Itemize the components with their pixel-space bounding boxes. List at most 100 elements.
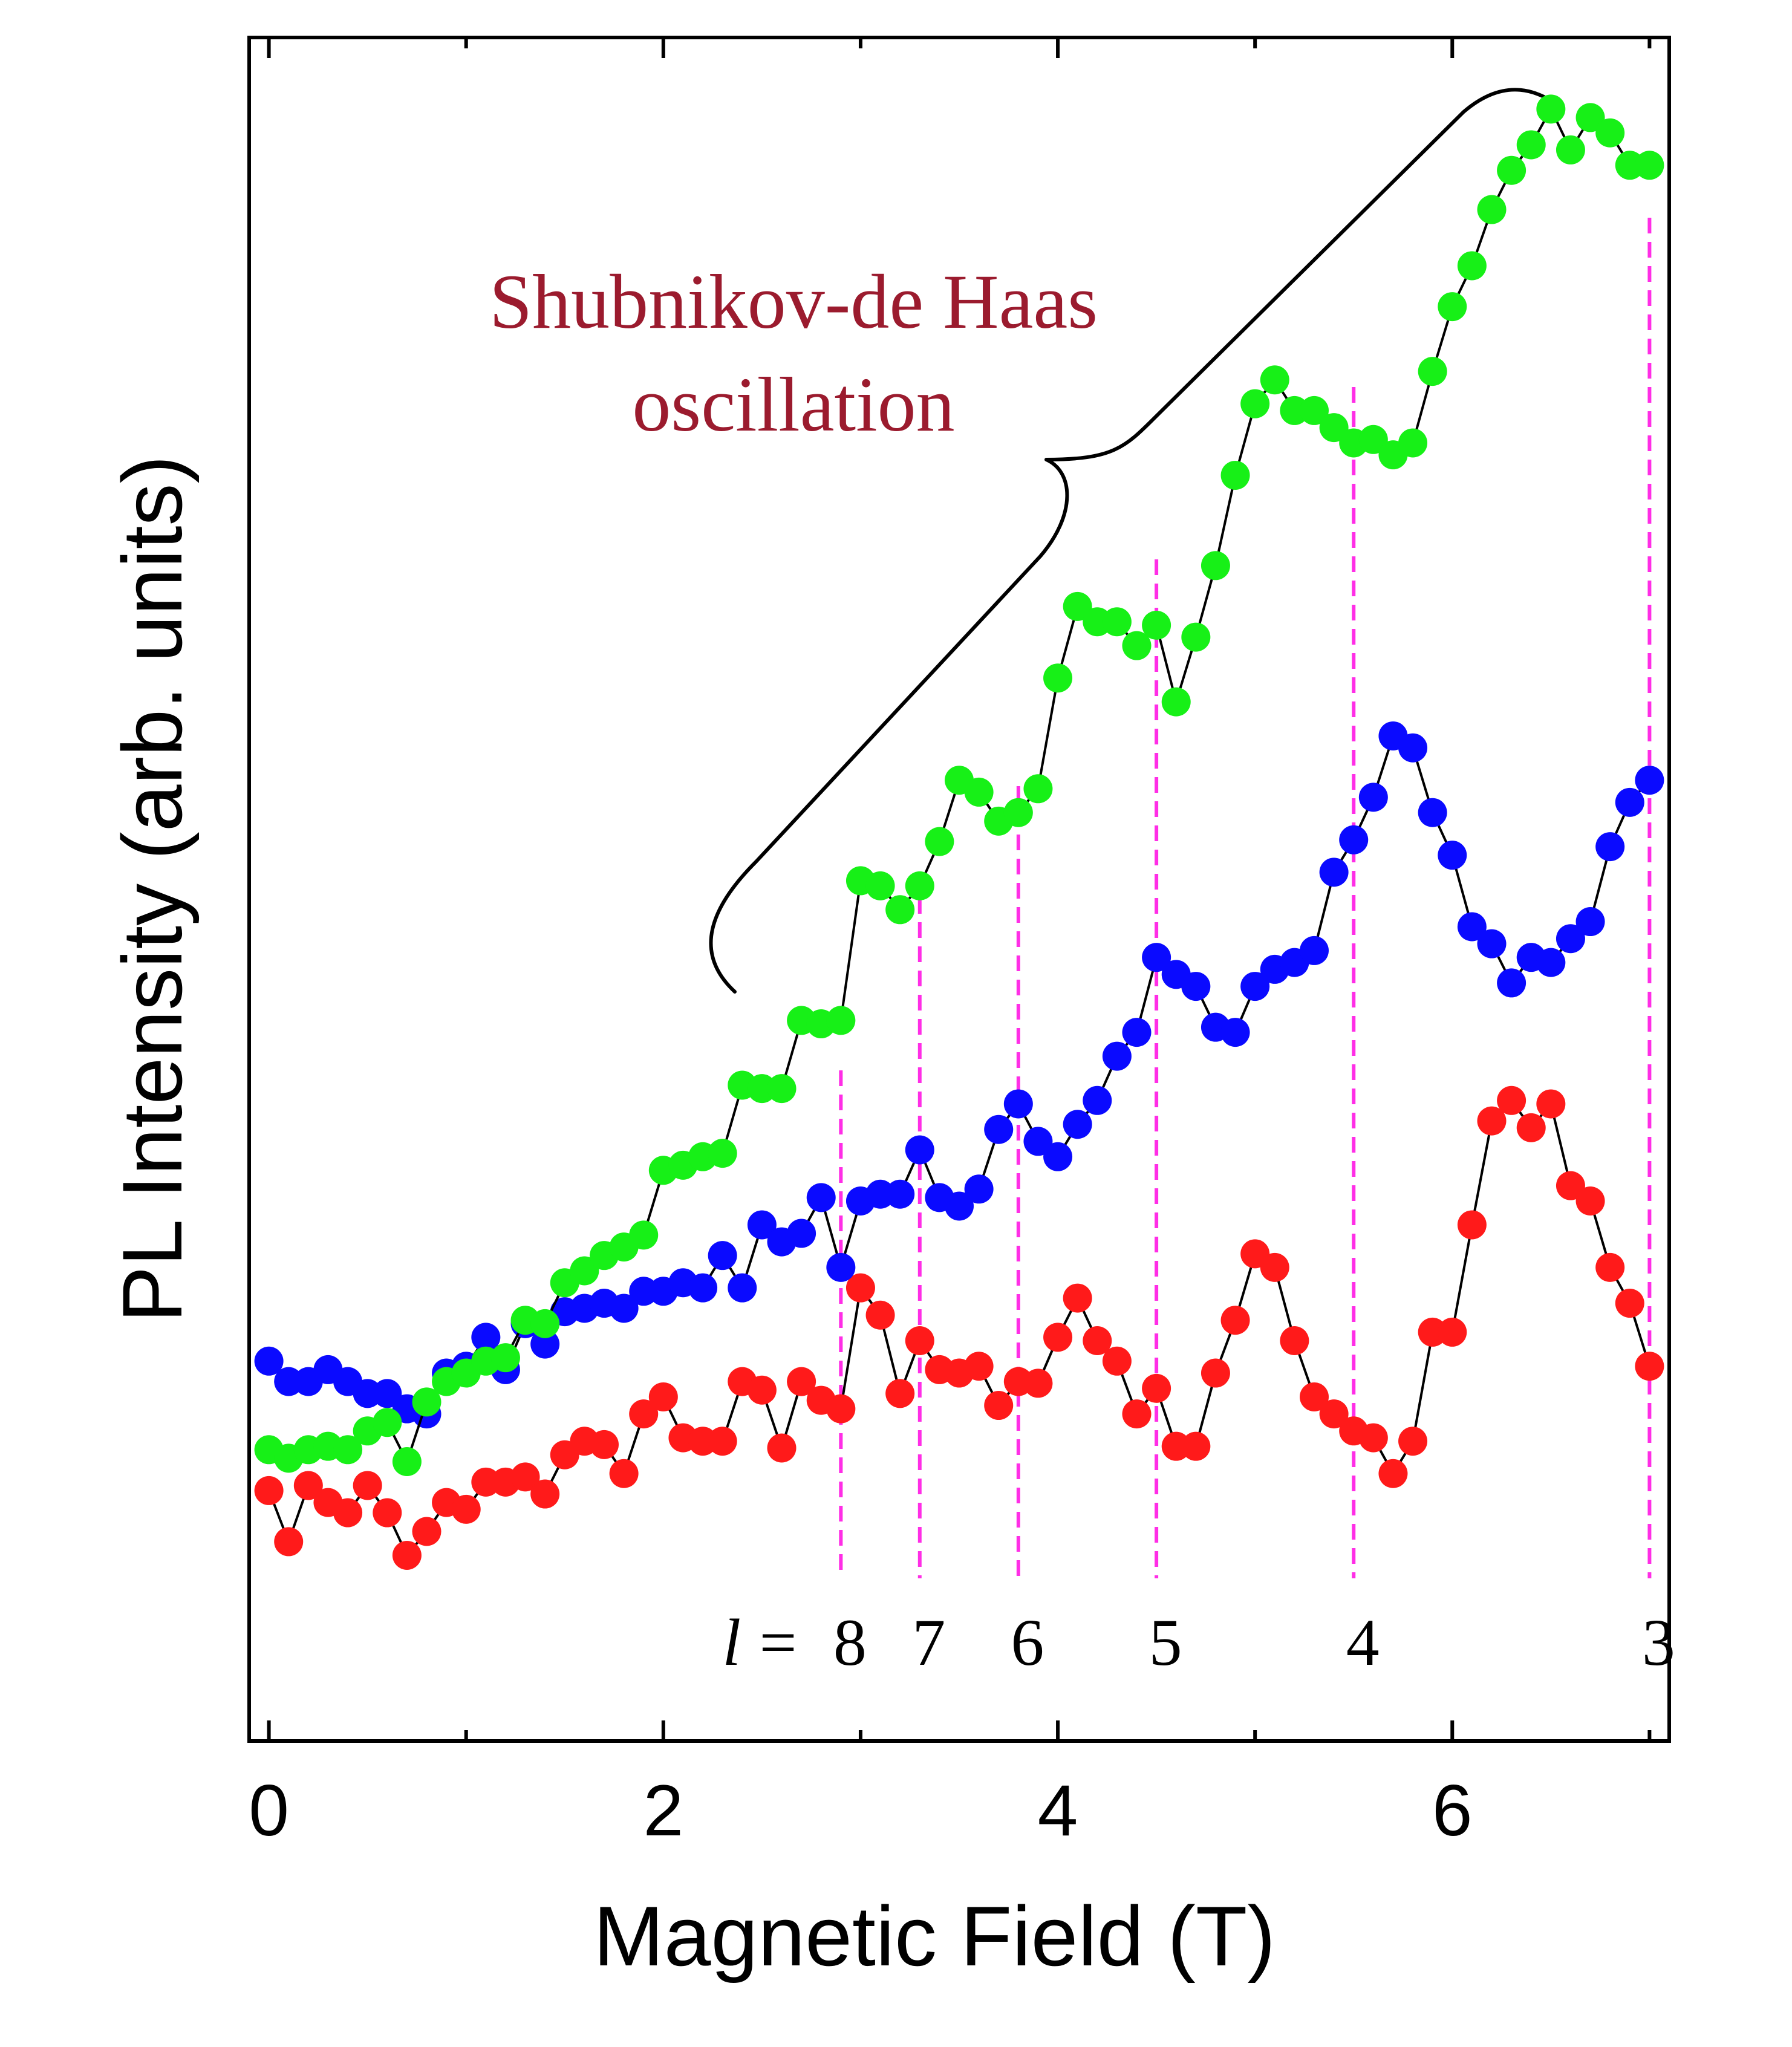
series-2-point <box>865 871 895 900</box>
series-2-point <box>1635 151 1664 180</box>
series-2-point <box>1516 130 1546 160</box>
series-2-point <box>373 1408 402 1437</box>
series-2-point <box>1595 118 1625 148</box>
level-prefix-italic: l <box>722 1606 741 1679</box>
series-1-point <box>708 1241 737 1271</box>
series-0-point <box>885 1379 915 1408</box>
series-0-point <box>1201 1358 1230 1388</box>
x-tick-label: 6 <box>1432 1770 1473 1851</box>
series-0-point <box>1358 1423 1388 1453</box>
annotation-line-1: Shubnikov-de Haas <box>489 259 1098 345</box>
landau-level-lines <box>839 218 1652 1578</box>
series-1-point <box>728 1273 757 1303</box>
series-2-point <box>392 1447 422 1477</box>
series-0-point <box>629 1399 659 1429</box>
series-2-point <box>1220 460 1250 490</box>
series-2-point <box>1003 798 1033 827</box>
series-0-point <box>373 1498 402 1528</box>
series-1-point <box>964 1174 994 1204</box>
series-1-point <box>1122 1018 1152 1047</box>
annotation-line-2: oscillation <box>632 362 954 447</box>
series-2-point <box>925 827 954 856</box>
series-2-point <box>826 1006 856 1035</box>
series-2-point <box>570 1256 599 1286</box>
series-1-point <box>905 1135 934 1165</box>
level-label-3: 3 <box>1642 1606 1675 1679</box>
series-0-point <box>353 1471 382 1500</box>
series-layer <box>254 94 1664 1570</box>
series-0-point <box>609 1459 639 1488</box>
series-0-point <box>1438 1317 1467 1347</box>
series-0-point <box>1319 1399 1349 1429</box>
series-0-point <box>530 1479 560 1509</box>
series-1-point <box>1300 936 1329 965</box>
series-0-point <box>1083 1326 1112 1356</box>
series-1-point <box>373 1379 402 1408</box>
level-prefix-eq: = <box>743 1606 813 1679</box>
series-0-point <box>964 1352 994 1381</box>
series-1-point <box>885 1179 915 1209</box>
series-2-point <box>1319 413 1349 443</box>
level-label-5: 5 <box>1149 1606 1182 1679</box>
series-1-point <box>1083 1085 1112 1115</box>
series-2-point <box>1043 663 1073 693</box>
series-0-point <box>451 1494 481 1524</box>
series-1-line <box>268 734 1650 1416</box>
series-1-point <box>1063 1110 1092 1139</box>
x-axis-label: Magnetic Field (T) <box>593 1889 1276 1984</box>
series-0-point <box>1102 1346 1132 1376</box>
series-2-point <box>629 1220 659 1250</box>
series-1-point <box>1477 929 1507 958</box>
series-2-point <box>530 1309 560 1338</box>
level-label-8: 8 <box>833 1606 867 1679</box>
series-1-point <box>1398 733 1428 763</box>
series-0-point <box>1122 1399 1152 1429</box>
series-1-point <box>1497 968 1526 998</box>
series-0-point <box>708 1427 737 1456</box>
series-0-point <box>845 1273 875 1303</box>
series-0-point <box>984 1391 1014 1421</box>
series-1-point <box>1358 783 1388 812</box>
series-0-point <box>1615 1289 1644 1318</box>
series-1-point <box>1418 798 1447 827</box>
series-2-point <box>1398 428 1428 458</box>
level-label-7: 7 <box>912 1606 945 1679</box>
series-1-point <box>1457 912 1487 942</box>
series-0-point <box>787 1367 816 1396</box>
series-2-point <box>1497 155 1526 185</box>
series-1-point <box>1102 1041 1132 1071</box>
series-2-point <box>1260 365 1289 395</box>
series-1-point <box>1556 924 1585 954</box>
series-0-point <box>1378 1459 1408 1488</box>
series-1-point <box>806 1183 836 1212</box>
x-tick-label: 4 <box>1038 1770 1078 1851</box>
series-0-point <box>254 1476 284 1505</box>
series-1-point <box>1181 972 1211 1001</box>
series-2-point <box>905 871 934 900</box>
series-1-point <box>1339 825 1369 854</box>
series-2-point <box>1023 774 1053 804</box>
series-0-point <box>1142 1373 1171 1403</box>
series-1-point <box>826 1252 856 1282</box>
series-0-point <box>1595 1252 1625 1282</box>
plot-frame <box>247 36 1671 1743</box>
x-axis-ticks: 0 2 4 6 <box>249 37 1652 1851</box>
series-1-point <box>1023 1127 1053 1156</box>
series-1-point <box>1240 972 1270 1001</box>
series-2-point <box>1240 389 1270 418</box>
series-0-point <box>1575 1186 1605 1216</box>
series-0-point <box>1300 1382 1329 1411</box>
series-0-point <box>767 1433 797 1463</box>
x-tick-label: 0 <box>249 1770 289 1851</box>
series-0-point <box>1280 1326 1309 1356</box>
series-0-point <box>1556 1171 1585 1200</box>
series-0-point <box>1497 1085 1526 1115</box>
series-1-point <box>1635 766 1664 795</box>
y-axis-label: PL Intensity (arb. units) <box>105 455 200 1323</box>
series-0-point <box>1063 1283 1092 1313</box>
series-0-point <box>1043 1323 1073 1352</box>
series-0-point <box>905 1326 934 1356</box>
series-2-point <box>333 1435 363 1465</box>
series-2-point <box>1457 251 1487 281</box>
